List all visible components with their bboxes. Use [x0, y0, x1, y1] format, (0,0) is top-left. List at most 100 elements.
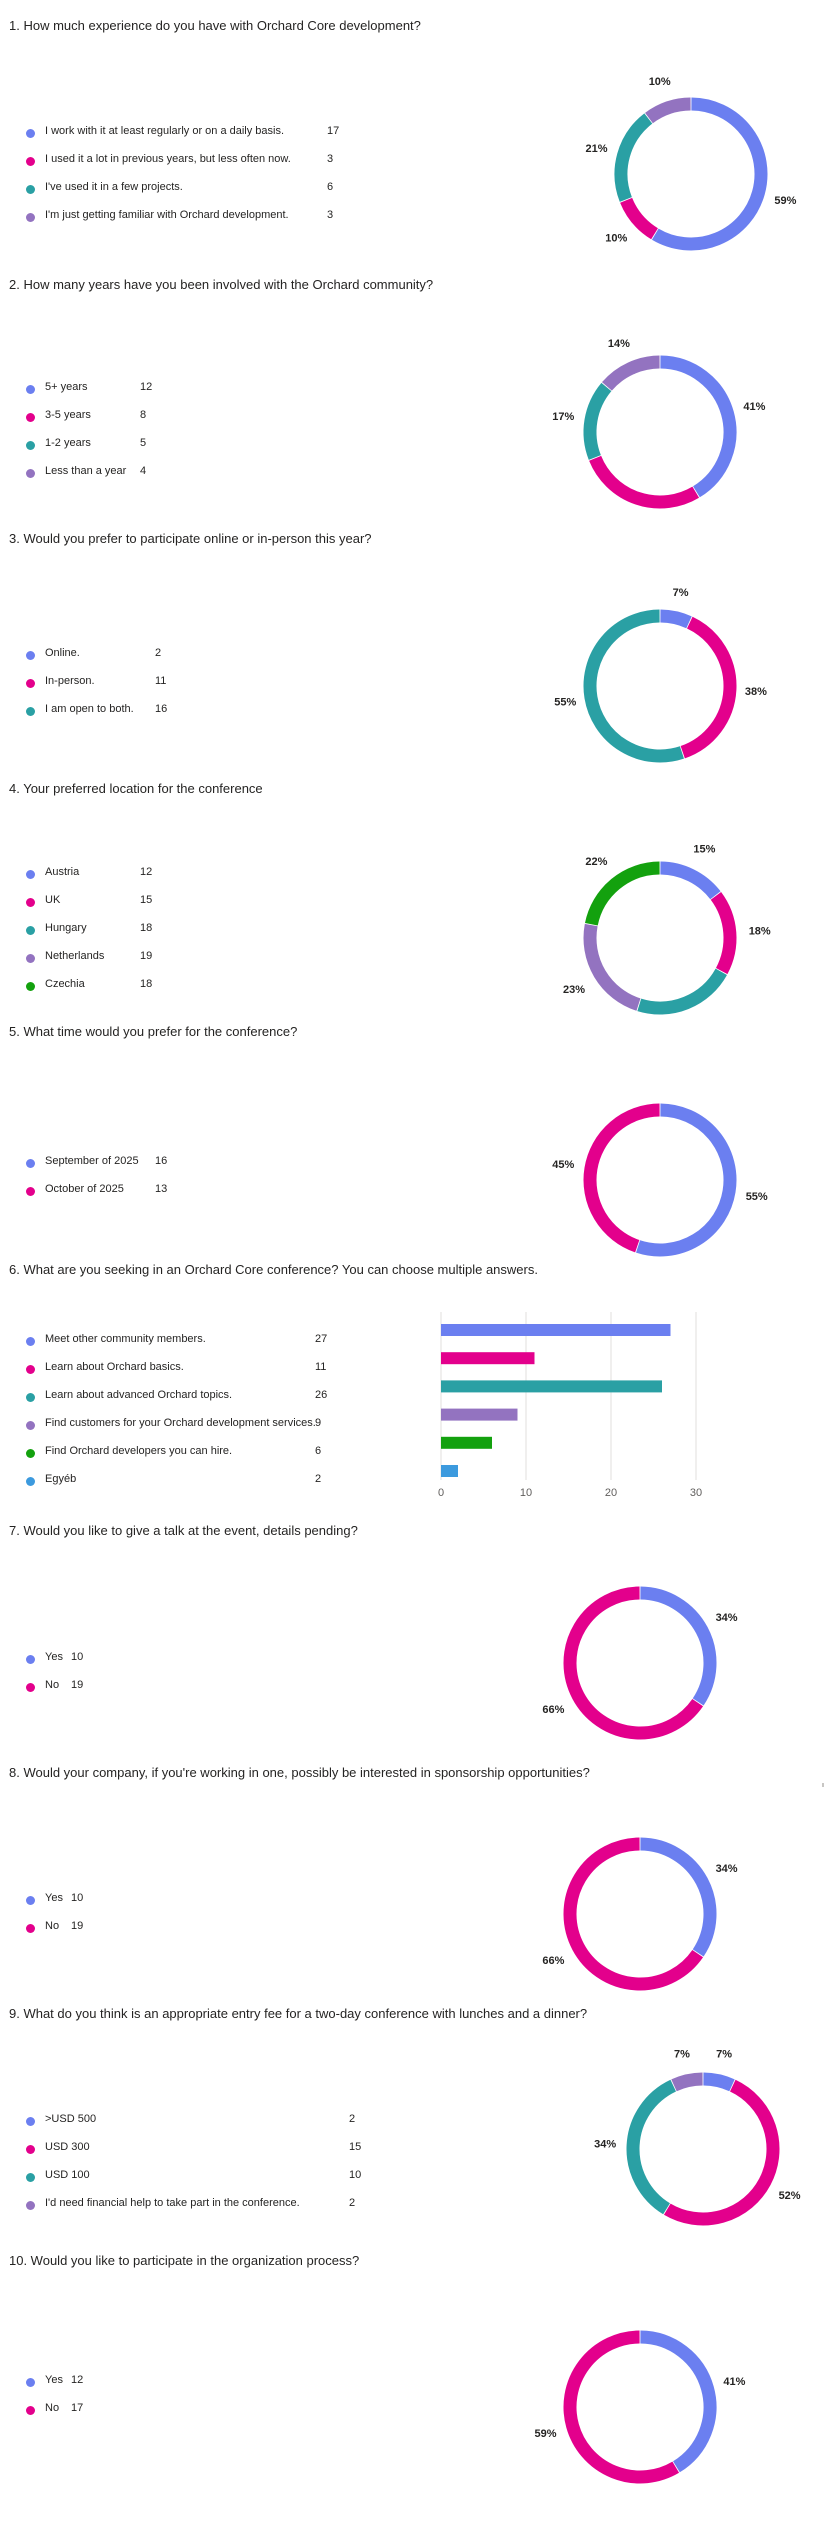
q8-title: 8. Would your company, if you're working… — [9, 1765, 590, 1780]
q8-slice — [563, 1837, 704, 1991]
q10-legend-label: Yes — [45, 2374, 63, 2386]
q3-donut-chart: 7% 38% 55% — [554, 587, 767, 763]
q2-legend-label: 5+ years — [45, 381, 88, 393]
q4-slice — [637, 968, 727, 1015]
q4-data-label: 18% — [749, 925, 771, 937]
q1-slice — [620, 197, 659, 240]
q9-legend-dot — [26, 2145, 35, 2154]
q8-data-label: 66% — [542, 1955, 564, 1967]
q1-legend-dot — [26, 129, 35, 138]
q9-data-label: 34% — [594, 2139, 616, 2151]
q6-legend-label: Egyéb — [45, 1473, 77, 1485]
q4-data-label: 23% — [563, 984, 585, 996]
q6-tick-label: 30 — [690, 1487, 702, 1499]
q2-legend-count: 12 — [140, 381, 153, 393]
q4-slice — [710, 891, 737, 975]
q3-legend-count: 2 — [155, 647, 162, 659]
q4-legend-label: UK — [45, 894, 61, 906]
q8-legend-count: 19 — [71, 1920, 84, 1932]
q2-legend-label: Less than a year — [45, 465, 127, 477]
q1-data-label: 59% — [774, 195, 796, 207]
q2-title: 2. How many years have you been involved… — [9, 277, 434, 292]
q8-legend-dot — [26, 1924, 35, 1933]
q9-legend-label: USD 300 — [45, 2141, 90, 2153]
q4-slice — [584, 861, 660, 926]
q5-legend-label: September of 2025 — [45, 1155, 139, 1167]
q9-slice — [663, 2079, 780, 2226]
q6-tick-label: 0 — [438, 1487, 444, 1499]
q2-slice — [601, 355, 660, 391]
q9-slice — [671, 2072, 703, 2092]
q9-legend-count: 15 — [349, 2141, 362, 2153]
q10-legend-dot — [26, 2406, 35, 2415]
q6-legend-dot — [26, 1421, 35, 1430]
q4-donut-chart: 15% 18% 23% 22% — [563, 843, 771, 1015]
q6-legend-dot — [26, 1449, 35, 1458]
q3-legend-dot — [26, 651, 35, 660]
q5-legend-dot — [26, 1187, 35, 1196]
q8-legend-label: No — [45, 1920, 60, 1932]
q4-legend-dot — [26, 870, 35, 879]
q6-bar — [441, 1436, 492, 1449]
q6-tick-label: 10 — [520, 1487, 532, 1499]
q5-donut-chart: 55% 45% — [552, 1103, 768, 1257]
q1-data-label: 10% — [649, 76, 671, 88]
q2-legend-dot — [26, 385, 35, 394]
q1-legend-count: 3 — [327, 209, 334, 221]
q2-legend-label: 3-5 years — [45, 409, 91, 421]
q4-legend-dot — [26, 954, 35, 963]
q9-legend-label: I'd need financial help to take part in … — [45, 2197, 300, 2209]
q2-legend-dot — [26, 441, 35, 450]
q4-legend-label: Czechia — [45, 978, 85, 990]
q3-legend-label: In-person. — [45, 675, 95, 687]
q2-data-label: 17% — [552, 411, 574, 423]
q8-legend-label: Yes — [45, 1892, 63, 1904]
q2-slice — [583, 382, 612, 460]
q6-legend-count: 6 — [315, 1445, 322, 1457]
q9-legend-count: 2 — [349, 2197, 356, 2209]
q7-legend-label: No — [45, 1679, 60, 1691]
q7-legend-dot — [26, 1683, 35, 1692]
q10-data-label: 59% — [535, 2428, 557, 2440]
q1-legend-label: I'm just getting familiar with Orchard d… — [45, 209, 289, 221]
q6-legend-count: 2 — [315, 1473, 322, 1485]
q4-legend-count: 18 — [140, 922, 153, 934]
q1-data-label: 10% — [605, 232, 627, 244]
q1-donut-chart: 59% 10% 21% 10% — [586, 76, 797, 251]
q6-legend-count: 27 — [315, 1333, 328, 1345]
q8-legend-count: 10 — [71, 1892, 84, 1904]
q4-data-label: 22% — [585, 856, 607, 868]
q3-legend-count: 11 — [155, 675, 167, 687]
q2-legend-dot — [26, 413, 35, 422]
q10-slice — [563, 2330, 680, 2484]
q5-legend-label: October of 2025 — [45, 1183, 124, 1195]
q4-legend-count: 19 — [140, 950, 153, 962]
q9-legend-count: 2 — [349, 2113, 356, 2125]
q3-title: 3. Would you prefer to participate onlin… — [9, 531, 372, 546]
q4-legend-label: Hungary — [45, 922, 87, 934]
q9-data-label: 7% — [716, 2048, 732, 2060]
q9-title: 9. What do you think is an appropriate e… — [9, 2006, 588, 2021]
q6-legend-dot — [26, 1393, 35, 1402]
q8-donut-chart: 34% 66% — [542, 1837, 738, 1991]
q4-legend-label: Netherlands — [45, 950, 105, 962]
q6-legend-label: Find Orchard developers you can hire. — [45, 1445, 233, 1457]
q3-slice — [583, 609, 684, 763]
q2-slice — [589, 455, 700, 509]
q2-slice — [660, 355, 737, 498]
q1-slice — [614, 113, 653, 202]
q3-legend-label: I am open to both. — [45, 703, 134, 715]
q7-legend-dot — [26, 1655, 35, 1664]
q2-legend-count: 8 — [140, 409, 147, 421]
q1-legend-label: I used it a lot in previous years, but l… — [45, 153, 291, 165]
q8-slice — [640, 1837, 717, 1957]
q3-legend-count: 16 — [155, 703, 168, 715]
q1-slice — [645, 97, 691, 124]
q5-data-label: 55% — [746, 1191, 768, 1203]
q9-legend-label: USD 100 — [45, 2169, 90, 2181]
q10-data-label: 41% — [723, 2376, 745, 2388]
q1-legend-label: I work with it at least regularly or on … — [45, 125, 285, 137]
q10-legend-dot — [26, 2378, 35, 2387]
q9-data-label: 7% — [674, 2048, 690, 2060]
q10-donut-chart: 41% 59% — [535, 2330, 746, 2484]
